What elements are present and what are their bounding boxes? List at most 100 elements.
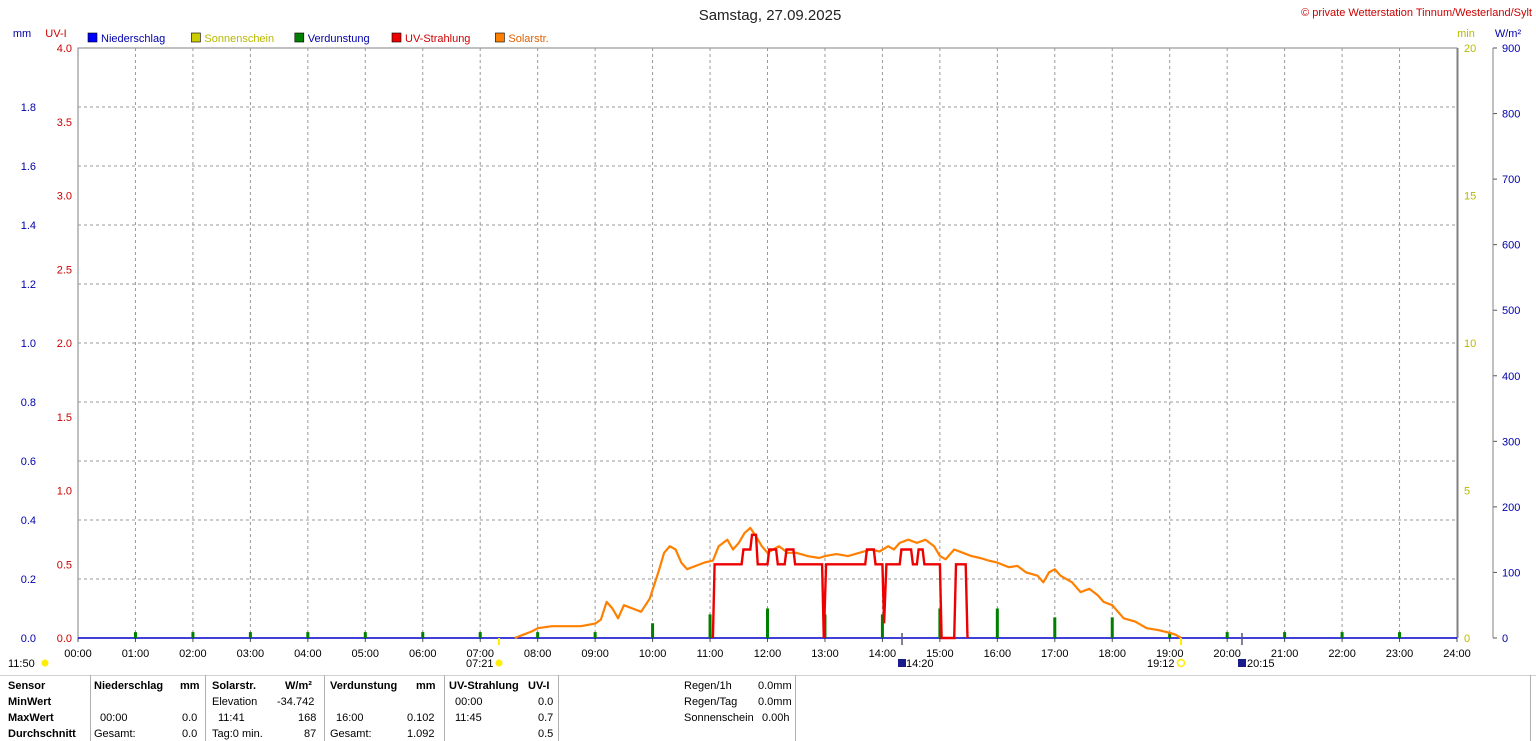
y-wm2-tick-label: 400 xyxy=(1502,371,1520,383)
solar-avg-val: 87 xyxy=(304,728,317,740)
y-mm-tick-label: 0.6 xyxy=(21,456,36,468)
weather-chart: Samstag, 27.09.2025 © private Wetterstat… xyxy=(8,7,1532,670)
evaporation-bar xyxy=(1168,632,1172,638)
legend-label: Niederschlag xyxy=(101,33,165,45)
regen-1h-value: 0.0mm xyxy=(758,680,792,692)
left-time-label: 11:50 xyxy=(8,658,35,670)
solar-max-time: 11:41 xyxy=(218,712,245,724)
moonset-icon xyxy=(1238,659,1246,667)
y-uv-tick-label: 3.5 xyxy=(57,117,72,129)
x-tick-label: 13:00 xyxy=(811,648,839,660)
uv-avg-val: 0.5 xyxy=(538,728,554,740)
evaporation-bar xyxy=(1283,632,1287,638)
x-tick-label: 05:00 xyxy=(352,648,380,660)
evaporation-bar xyxy=(880,614,884,638)
y-mm-tick-label: 1.0 xyxy=(21,338,36,350)
moonrise-label: 14:20 xyxy=(906,658,934,670)
evaporation-bar xyxy=(766,608,769,638)
x-tick-label: 06:00 xyxy=(409,648,437,660)
legend-label: Verdunstung xyxy=(308,33,370,45)
evaporation-bar xyxy=(478,632,482,638)
verdunstung-unit: mm xyxy=(416,680,436,692)
y-wm2-tick-label: 600 xyxy=(1502,240,1520,252)
x-tick-label: 18:00 xyxy=(1098,648,1126,660)
regen-tag-label: Regen/Tag xyxy=(684,696,738,708)
evaporation-bar xyxy=(191,632,195,638)
y-min-tick-label: 15 xyxy=(1464,191,1476,203)
regen-1h-label: Regen/1h xyxy=(684,680,732,692)
evaporation-bar xyxy=(938,608,942,638)
legend-label: Sonnenschein xyxy=(204,33,274,45)
y-min-tick-label: 0 xyxy=(1464,633,1470,645)
x-tick-label: 04:00 xyxy=(294,648,322,660)
x-tick-label: 00:00 xyxy=(64,648,92,660)
solar-avg-label: Tag:0 min. xyxy=(212,728,263,740)
copyright-label: © private Wetterstation Tinnum/Westerlan… xyxy=(1301,7,1532,19)
y-mm-tick-label: 0.2 xyxy=(21,574,36,586)
solar-min-label: Elevation xyxy=(212,696,258,708)
evaporation-bar xyxy=(363,632,367,638)
y-uv-tick-label: 2.5 xyxy=(57,264,72,276)
y-uv-tick-label: 3.0 xyxy=(57,191,72,203)
niederschlag-max-val: 0.0 xyxy=(182,712,198,724)
evaporation-bar xyxy=(1110,617,1114,638)
niederschlag-avg-label: Gesamt: xyxy=(94,728,136,740)
verdunstung-avg-label: Gesamt: xyxy=(330,728,372,740)
x-tick-label: 19:00 xyxy=(1156,648,1184,660)
row-minwert: MinWert xyxy=(8,696,52,708)
axis-unit-mm: mm xyxy=(13,28,31,40)
legend-swatch xyxy=(495,32,505,43)
evaporation-bar xyxy=(421,632,425,638)
x-tick-label: 11:00 xyxy=(697,648,724,660)
evaporation-bar xyxy=(995,608,999,638)
uv-header: UV-Strahlung xyxy=(449,680,519,692)
uv-max-val: 0.7 xyxy=(538,712,554,724)
evaporation-bar xyxy=(306,632,310,638)
uv-min-time: 00:00 xyxy=(455,696,483,708)
axis-unit-min: min xyxy=(1457,28,1475,40)
evaporation-bar xyxy=(536,632,540,638)
y-uv-tick-label: 4.0 xyxy=(57,43,72,55)
evaporation-bar xyxy=(1053,617,1057,638)
y-mm-tick-label: 1.8 xyxy=(21,102,36,114)
y-wm2-tick-label: 900 xyxy=(1502,43,1520,55)
row-durchschnitt: Durchschnitt xyxy=(8,728,76,740)
x-tick-label: 17:00 xyxy=(1041,648,1069,660)
x-tick-label: 21:00 xyxy=(1271,648,1299,660)
x-tick-label: 12:00 xyxy=(754,648,782,660)
sunrise-icon xyxy=(495,659,503,667)
y-mm-tick-label: 0.4 xyxy=(21,515,36,527)
axis-unit-wm2: W/m² xyxy=(1495,28,1522,40)
row-maxwert: MaxWert xyxy=(8,712,54,724)
y-mm-tick-label: 1.4 xyxy=(21,220,36,232)
y-wm2-tick-label: 500 xyxy=(1502,305,1520,317)
solar-header: Solarstr. xyxy=(212,680,257,692)
legend-swatch xyxy=(391,32,402,43)
uv-min-val: 0.0 xyxy=(538,696,554,708)
x-tick-label: 16:00 xyxy=(984,648,1012,660)
solar-line xyxy=(514,526,1182,640)
sun-moon-markers: 11:50 07:21 14:20 19:12 20:15 xyxy=(8,633,1275,670)
x-tick-label: 22:00 xyxy=(1328,648,1356,660)
moonset-label: 20:15 xyxy=(1247,658,1275,670)
x-tick-label: 01:00 xyxy=(122,648,150,660)
y-wm2-tick-label: 0 xyxy=(1502,633,1508,645)
x-tick-label: 08:00 xyxy=(524,648,552,660)
x-tick-label: 14:00 xyxy=(869,648,897,660)
y-uv-tick-label: 0.0 xyxy=(57,633,72,645)
sunset-icon xyxy=(1176,658,1186,668)
chart-lines xyxy=(514,526,1182,640)
y-wm2-tick-label: 800 xyxy=(1502,109,1520,121)
y-uv-tick-label: 1.0 xyxy=(57,486,72,498)
axis-unit-uv: UV-I xyxy=(45,28,66,40)
solar-min-val: -34.742 xyxy=(277,696,315,708)
evaporation-bars xyxy=(133,608,1402,638)
row-sensor: Sensor xyxy=(8,680,46,692)
y-wm2-tick-label: 700 xyxy=(1502,174,1520,186)
y-wm2-tick-label: 100 xyxy=(1502,567,1520,579)
chart-legend: Niederschlag Sonnenschein Verdunstung UV-St… xyxy=(87,32,549,45)
legend-label: UV-Strahlung xyxy=(405,33,470,45)
legend-swatch xyxy=(191,32,201,43)
x-tick-label: 07:00 xyxy=(466,648,494,660)
verdunstung-max-val: 0.102 xyxy=(407,712,435,724)
